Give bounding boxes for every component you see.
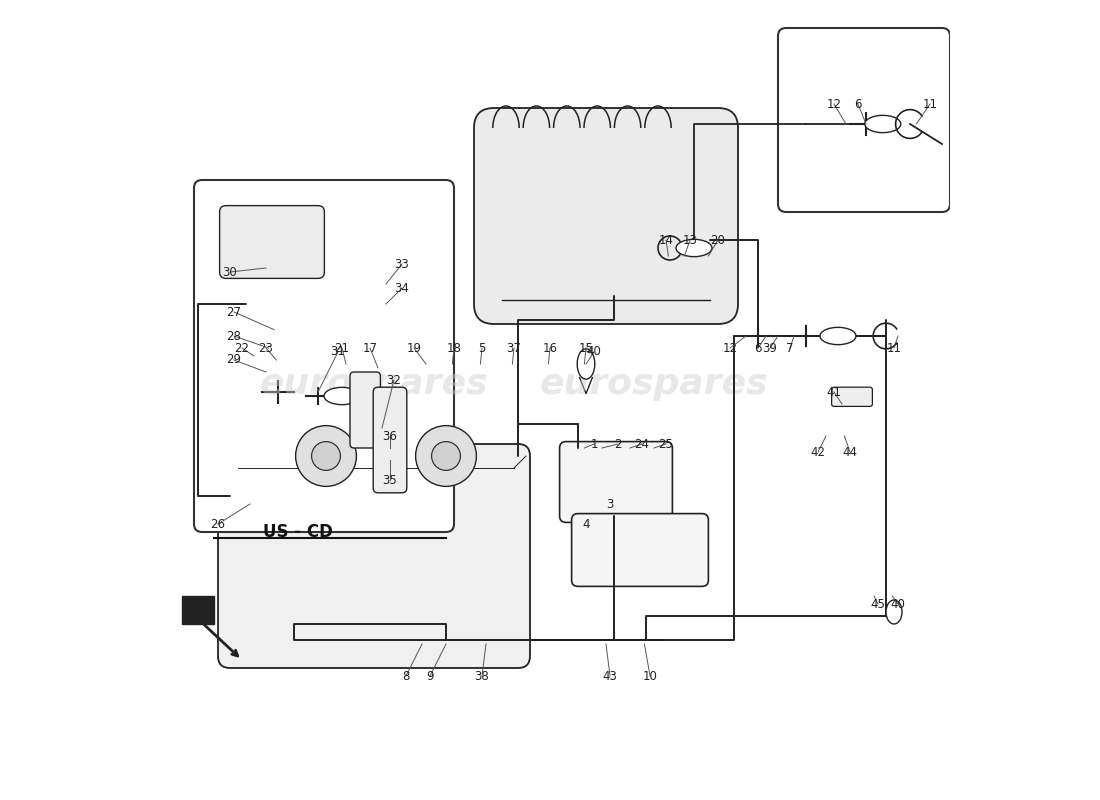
FancyBboxPatch shape <box>220 206 324 278</box>
Text: 7: 7 <box>786 342 794 354</box>
Ellipse shape <box>886 600 902 624</box>
Circle shape <box>431 442 461 470</box>
Text: 32: 32 <box>386 374 402 386</box>
Polygon shape <box>182 596 214 624</box>
Text: 16: 16 <box>542 342 558 354</box>
Text: 15: 15 <box>579 342 593 354</box>
FancyBboxPatch shape <box>778 28 950 212</box>
Ellipse shape <box>324 387 360 405</box>
Text: 40: 40 <box>891 598 905 610</box>
Text: 39: 39 <box>762 342 778 354</box>
Text: eurospares: eurospares <box>540 367 768 401</box>
Text: 8: 8 <box>403 670 409 682</box>
FancyBboxPatch shape <box>572 514 708 586</box>
Text: 37: 37 <box>507 342 521 354</box>
Text: 30: 30 <box>222 266 238 278</box>
Text: 14: 14 <box>659 234 673 246</box>
Text: 19: 19 <box>407 342 421 354</box>
Text: 44: 44 <box>843 446 858 458</box>
Text: US - CD: US - CD <box>263 523 333 541</box>
FancyBboxPatch shape <box>218 444 530 668</box>
Ellipse shape <box>865 115 901 133</box>
FancyBboxPatch shape <box>350 372 381 448</box>
Text: 18: 18 <box>447 342 461 354</box>
Ellipse shape <box>676 239 712 257</box>
Text: 6: 6 <box>755 342 761 354</box>
Text: 3: 3 <box>606 498 614 510</box>
Text: 31: 31 <box>331 346 345 358</box>
Text: 13: 13 <box>683 234 697 246</box>
Text: 35: 35 <box>383 474 397 486</box>
Text: 17: 17 <box>363 342 377 354</box>
Text: 11: 11 <box>887 342 902 354</box>
Text: 10: 10 <box>642 670 658 682</box>
Text: 4: 4 <box>582 518 590 530</box>
Text: 25: 25 <box>659 438 673 450</box>
Text: 5: 5 <box>478 342 486 354</box>
FancyBboxPatch shape <box>373 387 407 493</box>
FancyBboxPatch shape <box>560 442 672 522</box>
FancyBboxPatch shape <box>194 180 454 532</box>
Circle shape <box>311 442 340 470</box>
Text: 26: 26 <box>210 518 225 530</box>
Text: 36: 36 <box>383 430 397 442</box>
FancyBboxPatch shape <box>474 108 738 324</box>
Text: 12: 12 <box>723 342 737 354</box>
Text: 41: 41 <box>826 386 842 398</box>
Circle shape <box>416 426 476 486</box>
Ellipse shape <box>578 349 595 379</box>
Text: 45: 45 <box>870 598 886 610</box>
Ellipse shape <box>820 327 856 345</box>
Text: 43: 43 <box>603 670 617 682</box>
Text: 24: 24 <box>635 438 649 450</box>
Text: eurospares: eurospares <box>260 367 488 401</box>
Text: 29: 29 <box>227 354 242 366</box>
Text: 12: 12 <box>826 98 842 110</box>
Text: 2: 2 <box>614 438 622 450</box>
Text: 22: 22 <box>234 342 250 354</box>
Text: 33: 33 <box>395 258 409 270</box>
Text: 21: 21 <box>334 342 350 354</box>
Circle shape <box>296 426 356 486</box>
Text: 23: 23 <box>258 342 274 354</box>
Text: 6: 6 <box>855 98 861 110</box>
Text: 38: 38 <box>474 670 490 682</box>
Text: 27: 27 <box>227 306 242 318</box>
Text: 9: 9 <box>427 670 433 682</box>
Text: 42: 42 <box>811 446 825 458</box>
Text: 11: 11 <box>923 98 937 110</box>
Text: 34: 34 <box>395 282 409 294</box>
Text: 40: 40 <box>586 346 602 358</box>
Text: 1: 1 <box>591 438 597 450</box>
FancyBboxPatch shape <box>832 387 872 406</box>
Text: 28: 28 <box>227 330 241 342</box>
Text: 20: 20 <box>711 234 725 246</box>
